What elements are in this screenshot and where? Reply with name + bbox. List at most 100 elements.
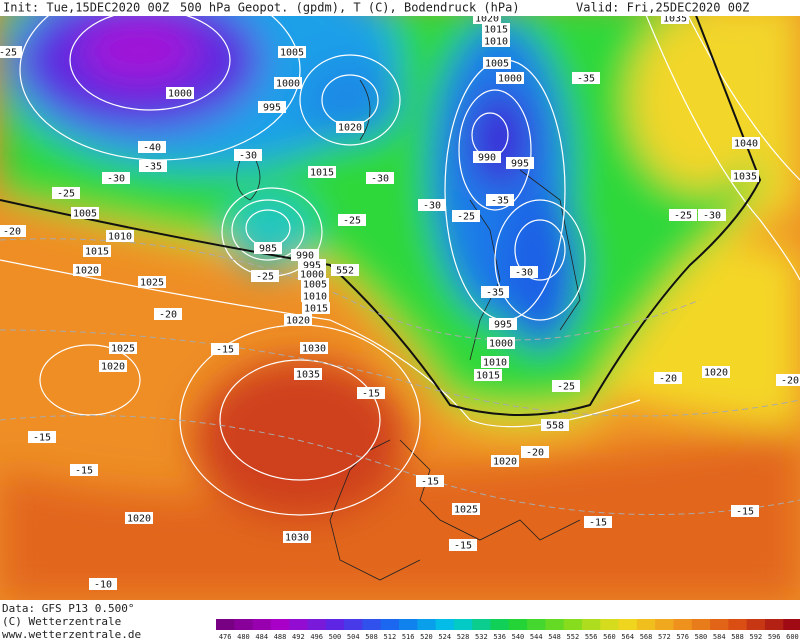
- pressure-label: 1000: [276, 79, 300, 90]
- pressure-label-box: [300, 342, 328, 354]
- colorbar-label: 524: [438, 633, 451, 641]
- colorbar-label: 564: [621, 633, 634, 641]
- pressure-label-group: 1005: [71, 207, 99, 220]
- pressure-label-box: [274, 77, 302, 89]
- colorbar-label: 492: [292, 633, 305, 641]
- pressure-label: 1000: [300, 270, 324, 281]
- pressure-label-box: [308, 166, 336, 178]
- colorbar-label: 600: [786, 633, 799, 641]
- temperature-label-box: [154, 308, 182, 320]
- pressure-label: 1015: [476, 371, 500, 382]
- temperature-label-box: [731, 505, 759, 517]
- temperature-label: -15: [736, 507, 754, 518]
- pressure-label-box: [702, 366, 730, 378]
- pressure-label-box: [506, 157, 534, 169]
- header-bar: [0, 0, 800, 16]
- temperature-label: -15: [33, 433, 51, 444]
- pressure-label: 1010: [483, 358, 507, 369]
- pressure-label-group: 1005: [301, 278, 329, 291]
- pressure-label-box: [336, 121, 364, 133]
- pressure-label-group: 1010: [301, 290, 329, 303]
- temperature-label-group: -15: [731, 505, 759, 518]
- colorbar-label: 520: [420, 633, 433, 641]
- pressure-label-group: 995: [506, 157, 534, 170]
- temperature-label-group: -15: [449, 539, 477, 552]
- pressure-label-box: [483, 57, 511, 69]
- colorbar-label: 484: [255, 633, 268, 641]
- pressure-label-group: 985: [254, 242, 282, 255]
- pressure-label-group: 1035: [731, 170, 759, 183]
- colorbar-label: 512: [384, 633, 397, 641]
- pressure-label-group: 1015: [308, 166, 336, 179]
- pressure-label: 995: [511, 159, 529, 170]
- pressure-label: 1030: [285, 533, 309, 544]
- pressure-label-box: [166, 87, 194, 99]
- colorbar-swatch: [691, 619, 711, 630]
- pressure-label: 1010: [303, 292, 327, 303]
- geopotential-label-group: 558: [541, 419, 569, 432]
- temperature-label-group: -30: [234, 149, 262, 162]
- temperature-label-group: -20: [154, 308, 182, 321]
- pressure-label-box: [71, 207, 99, 219]
- colorbar-label: 584: [713, 633, 726, 641]
- pressure-label: 1015: [484, 25, 508, 36]
- temperature-label-group: -20: [654, 372, 682, 385]
- colorbar-swatch: [746, 619, 766, 630]
- colorbar-swatch: [289, 619, 308, 630]
- colorbar-swatch: [417, 619, 437, 630]
- temperature-label-box: [251, 270, 279, 282]
- pressure-label-box: [284, 314, 312, 326]
- pressure-label-group: 1020: [73, 264, 101, 277]
- colorbar-label: 572: [658, 633, 671, 641]
- pressure-label-group: 1010: [481, 356, 509, 369]
- pressure-label-box: [109, 342, 137, 354]
- temperature-label: -15: [589, 518, 607, 529]
- pressure-label-box: [283, 531, 311, 543]
- pressure-label-box: [481, 356, 509, 368]
- pressure-label: 1035: [296, 370, 320, 381]
- colorbar-swatch: [710, 619, 729, 630]
- pressure-label: 1020: [127, 514, 151, 525]
- pressure-label: 1005: [73, 209, 97, 220]
- temperature-label-box: [70, 464, 98, 476]
- temperature-label: -20: [781, 376, 799, 387]
- temperature-label-box: [138, 141, 166, 153]
- colorbar-swatch: [765, 619, 784, 630]
- colorbar-swatch: [453, 619, 473, 630]
- temperature-label-group: -40: [138, 141, 166, 154]
- temperature-label-box: [654, 372, 682, 384]
- pressure-label-box: [731, 170, 759, 182]
- colorbar-swatch: [252, 619, 272, 630]
- temperature-label-box: [452, 210, 480, 222]
- temperature-label: -20: [659, 374, 677, 385]
- colorbar-swatch: [728, 619, 748, 630]
- colorbar-swatch: [527, 619, 546, 630]
- temperature-label-group: -35: [486, 194, 514, 207]
- colorbar-label: 592: [750, 633, 763, 641]
- colorbar-swatch: [600, 619, 620, 630]
- colorbar-swatch: [234, 619, 254, 630]
- colorbar-swatch: [618, 619, 638, 630]
- colorbar-swatch: [655, 619, 674, 630]
- temperature-label-group: -25: [669, 209, 697, 222]
- colorbar-swatch: [325, 619, 345, 630]
- colorbar-label: 588: [731, 633, 744, 641]
- pressure-label: 1015: [304, 304, 328, 315]
- colorbar-swatch: [399, 619, 418, 630]
- pressure-label-box: [482, 35, 510, 47]
- pressure-label-box: [138, 276, 166, 288]
- temperature-label: -35: [486, 288, 504, 299]
- colorbar-label: 536: [493, 633, 506, 641]
- colorbar-swatch: [673, 619, 693, 630]
- pressure-label-group: 1030: [300, 342, 328, 355]
- colorbar-swatch: [380, 619, 400, 630]
- temperature-label: -30: [239, 151, 257, 162]
- temperature-label-box: [449, 539, 477, 551]
- pressure-label-box: [489, 318, 517, 330]
- temperature-label-box: [584, 516, 612, 528]
- colorbar-label: 532: [475, 633, 488, 641]
- pressure-label: 1025: [140, 278, 164, 289]
- colorbar-swatch: [545, 619, 565, 630]
- temperature-label: -35: [577, 74, 595, 85]
- pressure-label-box: [258, 101, 286, 113]
